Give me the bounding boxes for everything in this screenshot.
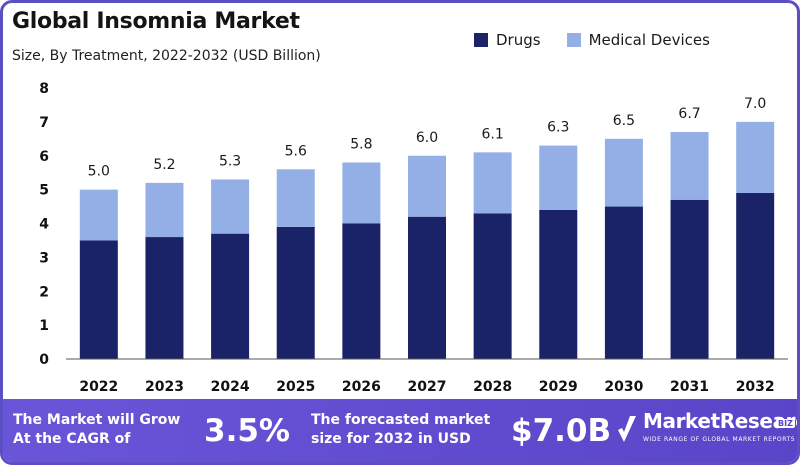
- bar-total-label: 5.8: [350, 137, 372, 153]
- x-tick-label: 2022: [79, 379, 118, 395]
- legend-item-drugs: Drugs: [474, 31, 541, 49]
- legend-swatch-medical-devices: [566, 33, 581, 47]
- y-tick-label: 8: [39, 81, 49, 97]
- footer-banner: The Market will Grow At the CAGR of 3.5%…: [3, 399, 797, 462]
- y-tick-label: 3: [39, 250, 49, 266]
- bar-medical-devices: [276, 169, 315, 227]
- cagr-caption: The Market will Grow At the CAGR of: [13, 411, 180, 449]
- x-tick-label: 2032: [736, 379, 775, 395]
- x-tick-label: 2030: [604, 379, 643, 395]
- chart-legend: Drugs Medical Devices: [474, 31, 736, 49]
- y-tick-label: 2: [39, 284, 49, 300]
- bar-total-label: 6.0: [416, 130, 438, 146]
- bar-medical-devices: [211, 179, 250, 234]
- bar-drugs: [79, 240, 118, 359]
- legend-item-medical-devices: Medical Devices: [566, 31, 710, 49]
- forecast-caption: The forecasted market size for 2032 in U…: [311, 411, 490, 449]
- bar-medical-devices: [473, 152, 512, 214]
- bar-drugs: [604, 206, 643, 359]
- bar-drugs: [145, 237, 184, 359]
- bar-medical-devices: [539, 145, 578, 210]
- x-tick-label: 2023: [145, 379, 184, 395]
- bar-medical-devices: [79, 189, 118, 241]
- x-tick-label: 2027: [408, 379, 447, 395]
- bar-medical-devices: [145, 182, 184, 238]
- legend-swatch-drugs: [474, 33, 488, 47]
- chart-title: Global Insomnia Market: [12, 9, 300, 34]
- y-tick-label: 0: [39, 352, 49, 368]
- forecast-caption-line1: The forecasted market: [311, 412, 491, 428]
- bar-medical-devices: [604, 138, 643, 207]
- bar-drugs: [408, 216, 446, 359]
- bar-drugs: [473, 213, 512, 359]
- bar-total-label: 7.0: [744, 96, 766, 112]
- bar-total-label: 5.6: [285, 143, 307, 159]
- legend-label-medical-devices: Medical Devices: [588, 31, 710, 49]
- marketresearch-logo-icon: [618, 416, 636, 442]
- forecast-value: $7.0B: [511, 413, 612, 449]
- y-tick-label: 7: [39, 115, 49, 131]
- bar-drugs: [342, 223, 381, 359]
- y-tick-label: 6: [39, 149, 49, 165]
- brand-name: MarketResearch: [643, 409, 797, 433]
- cagr-value: 3.5%: [204, 413, 290, 449]
- y-tick-label: 1: [39, 318, 49, 334]
- y-tick-label: 4: [39, 217, 49, 233]
- legend-label-drugs: Drugs: [496, 31, 541, 49]
- bar-drugs: [276, 226, 315, 359]
- x-tick-label: 2025: [276, 379, 315, 395]
- bar-drugs: [539, 209, 578, 359]
- bar-total-label: 5.2: [153, 157, 175, 173]
- bar-total-label: 5.0: [88, 164, 110, 180]
- bar-drugs: [670, 199, 709, 359]
- x-tick-label: 2029: [539, 379, 578, 395]
- bar-total-label: 5.3: [219, 153, 241, 169]
- bar-total-label: 6.1: [482, 126, 504, 142]
- bar-total-label: 6.3: [547, 120, 569, 136]
- bar-medical-devices: [342, 162, 381, 224]
- brand-badge: BIZ: [776, 419, 795, 428]
- x-tick-label: 2026: [342, 379, 381, 395]
- x-tick-label: 2031: [670, 379, 709, 395]
- bar-drugs: [736, 193, 775, 359]
- chart-subtitle: Size, By Treatment, 2022-2032 (USD Billi…: [12, 48, 321, 64]
- bar-medical-devices: [408, 155, 446, 217]
- bar-medical-devices: [736, 121, 775, 194]
- bar-drugs: [211, 233, 250, 359]
- forecast-caption-line2: size for 2032 in USD: [311, 431, 471, 447]
- stacked-bar-chart: 0 1 2 3 4 5 6 7 8 5.0 2022 5.2 2023 5.3 2024 5.6 2025 5.8…: [39, 81, 788, 395]
- bar-total-label: 6.7: [678, 106, 700, 122]
- x-tick-label: 2024: [211, 379, 250, 395]
- bar-total-label: 6.5: [613, 113, 635, 129]
- cagr-caption-line1: The Market will Grow: [13, 412, 181, 428]
- bar-medical-devices: [670, 132, 709, 200]
- brand-tagline: WIDE RANGE OF GLOBAL MARKET REPORTS: [643, 436, 796, 443]
- x-tick-label: 2028: [473, 379, 512, 395]
- y-tick-label: 5: [39, 183, 49, 199]
- cagr-caption-line2: At the CAGR of: [13, 431, 131, 447]
